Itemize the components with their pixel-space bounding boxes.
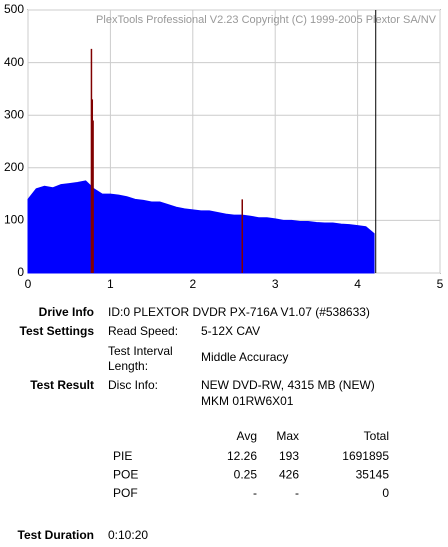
value: ID:0 PLEXTOR DVDR PX-716A V1.07 (#538633… xyxy=(108,305,370,319)
row-label: POE xyxy=(113,468,138,482)
chart: 0 100 200 300 400 500 0 1 2 3 4 5 PlexTools Professi… xyxy=(4,2,444,291)
x-tick-label: 1 xyxy=(107,277,114,291)
x-tick-label: 5 xyxy=(437,277,444,291)
value: 5-12X CAV xyxy=(201,324,260,338)
value: NEW DVD-RW, 4315 MB (NEW) xyxy=(201,378,375,392)
cell: 426 xyxy=(279,468,299,482)
cell: 0 xyxy=(382,486,389,500)
result-table: Avg Max Total PIE 12.26 193 1691895 POE 0.25 426 3… xyxy=(113,429,389,500)
column-header: Avg xyxy=(237,429,257,443)
value: 0:10:20 xyxy=(108,528,148,542)
field: Read Speed: xyxy=(108,324,178,338)
row-label: PIE xyxy=(113,449,132,463)
pie-area xyxy=(27,180,375,274)
y-tick-label: 300 xyxy=(4,107,24,121)
cell: 193 xyxy=(279,449,299,463)
y-tick-label: 0 xyxy=(17,265,24,279)
cell: 1691895 xyxy=(342,449,389,463)
x-tick-label: 0 xyxy=(25,277,32,291)
y-tick-label: 100 xyxy=(4,213,24,227)
y-tick-label: 500 xyxy=(4,2,24,16)
cell: - xyxy=(253,486,257,500)
label: Test Duration xyxy=(18,528,94,542)
x-tick-label: 4 xyxy=(354,277,361,291)
field: Disc Info: xyxy=(108,378,158,392)
y-tick-label: 200 xyxy=(4,160,24,174)
x-tick-label: 3 xyxy=(272,277,279,291)
cell: 0.25 xyxy=(234,468,258,482)
label: Test Result xyxy=(30,378,94,392)
cell: 35145 xyxy=(356,468,390,482)
label: Drive Info xyxy=(39,305,94,319)
label: Test Settings xyxy=(20,324,95,338)
y-tick-label: 400 xyxy=(4,55,24,69)
field: Test Interval xyxy=(108,344,173,358)
value: MKM 01RW6X01 xyxy=(201,394,294,408)
column-header: Max xyxy=(276,429,299,443)
x-tick-label: 2 xyxy=(189,277,196,291)
field: Length: xyxy=(108,359,148,373)
cell: - xyxy=(295,486,299,500)
row-label: POF xyxy=(113,486,138,500)
chart-title: PlexTools Professional V2.23 Copyright (… xyxy=(96,14,437,26)
column-header: Total xyxy=(364,429,389,443)
cell: 12.26 xyxy=(227,449,257,463)
value: Middle Accuracy xyxy=(201,350,288,364)
